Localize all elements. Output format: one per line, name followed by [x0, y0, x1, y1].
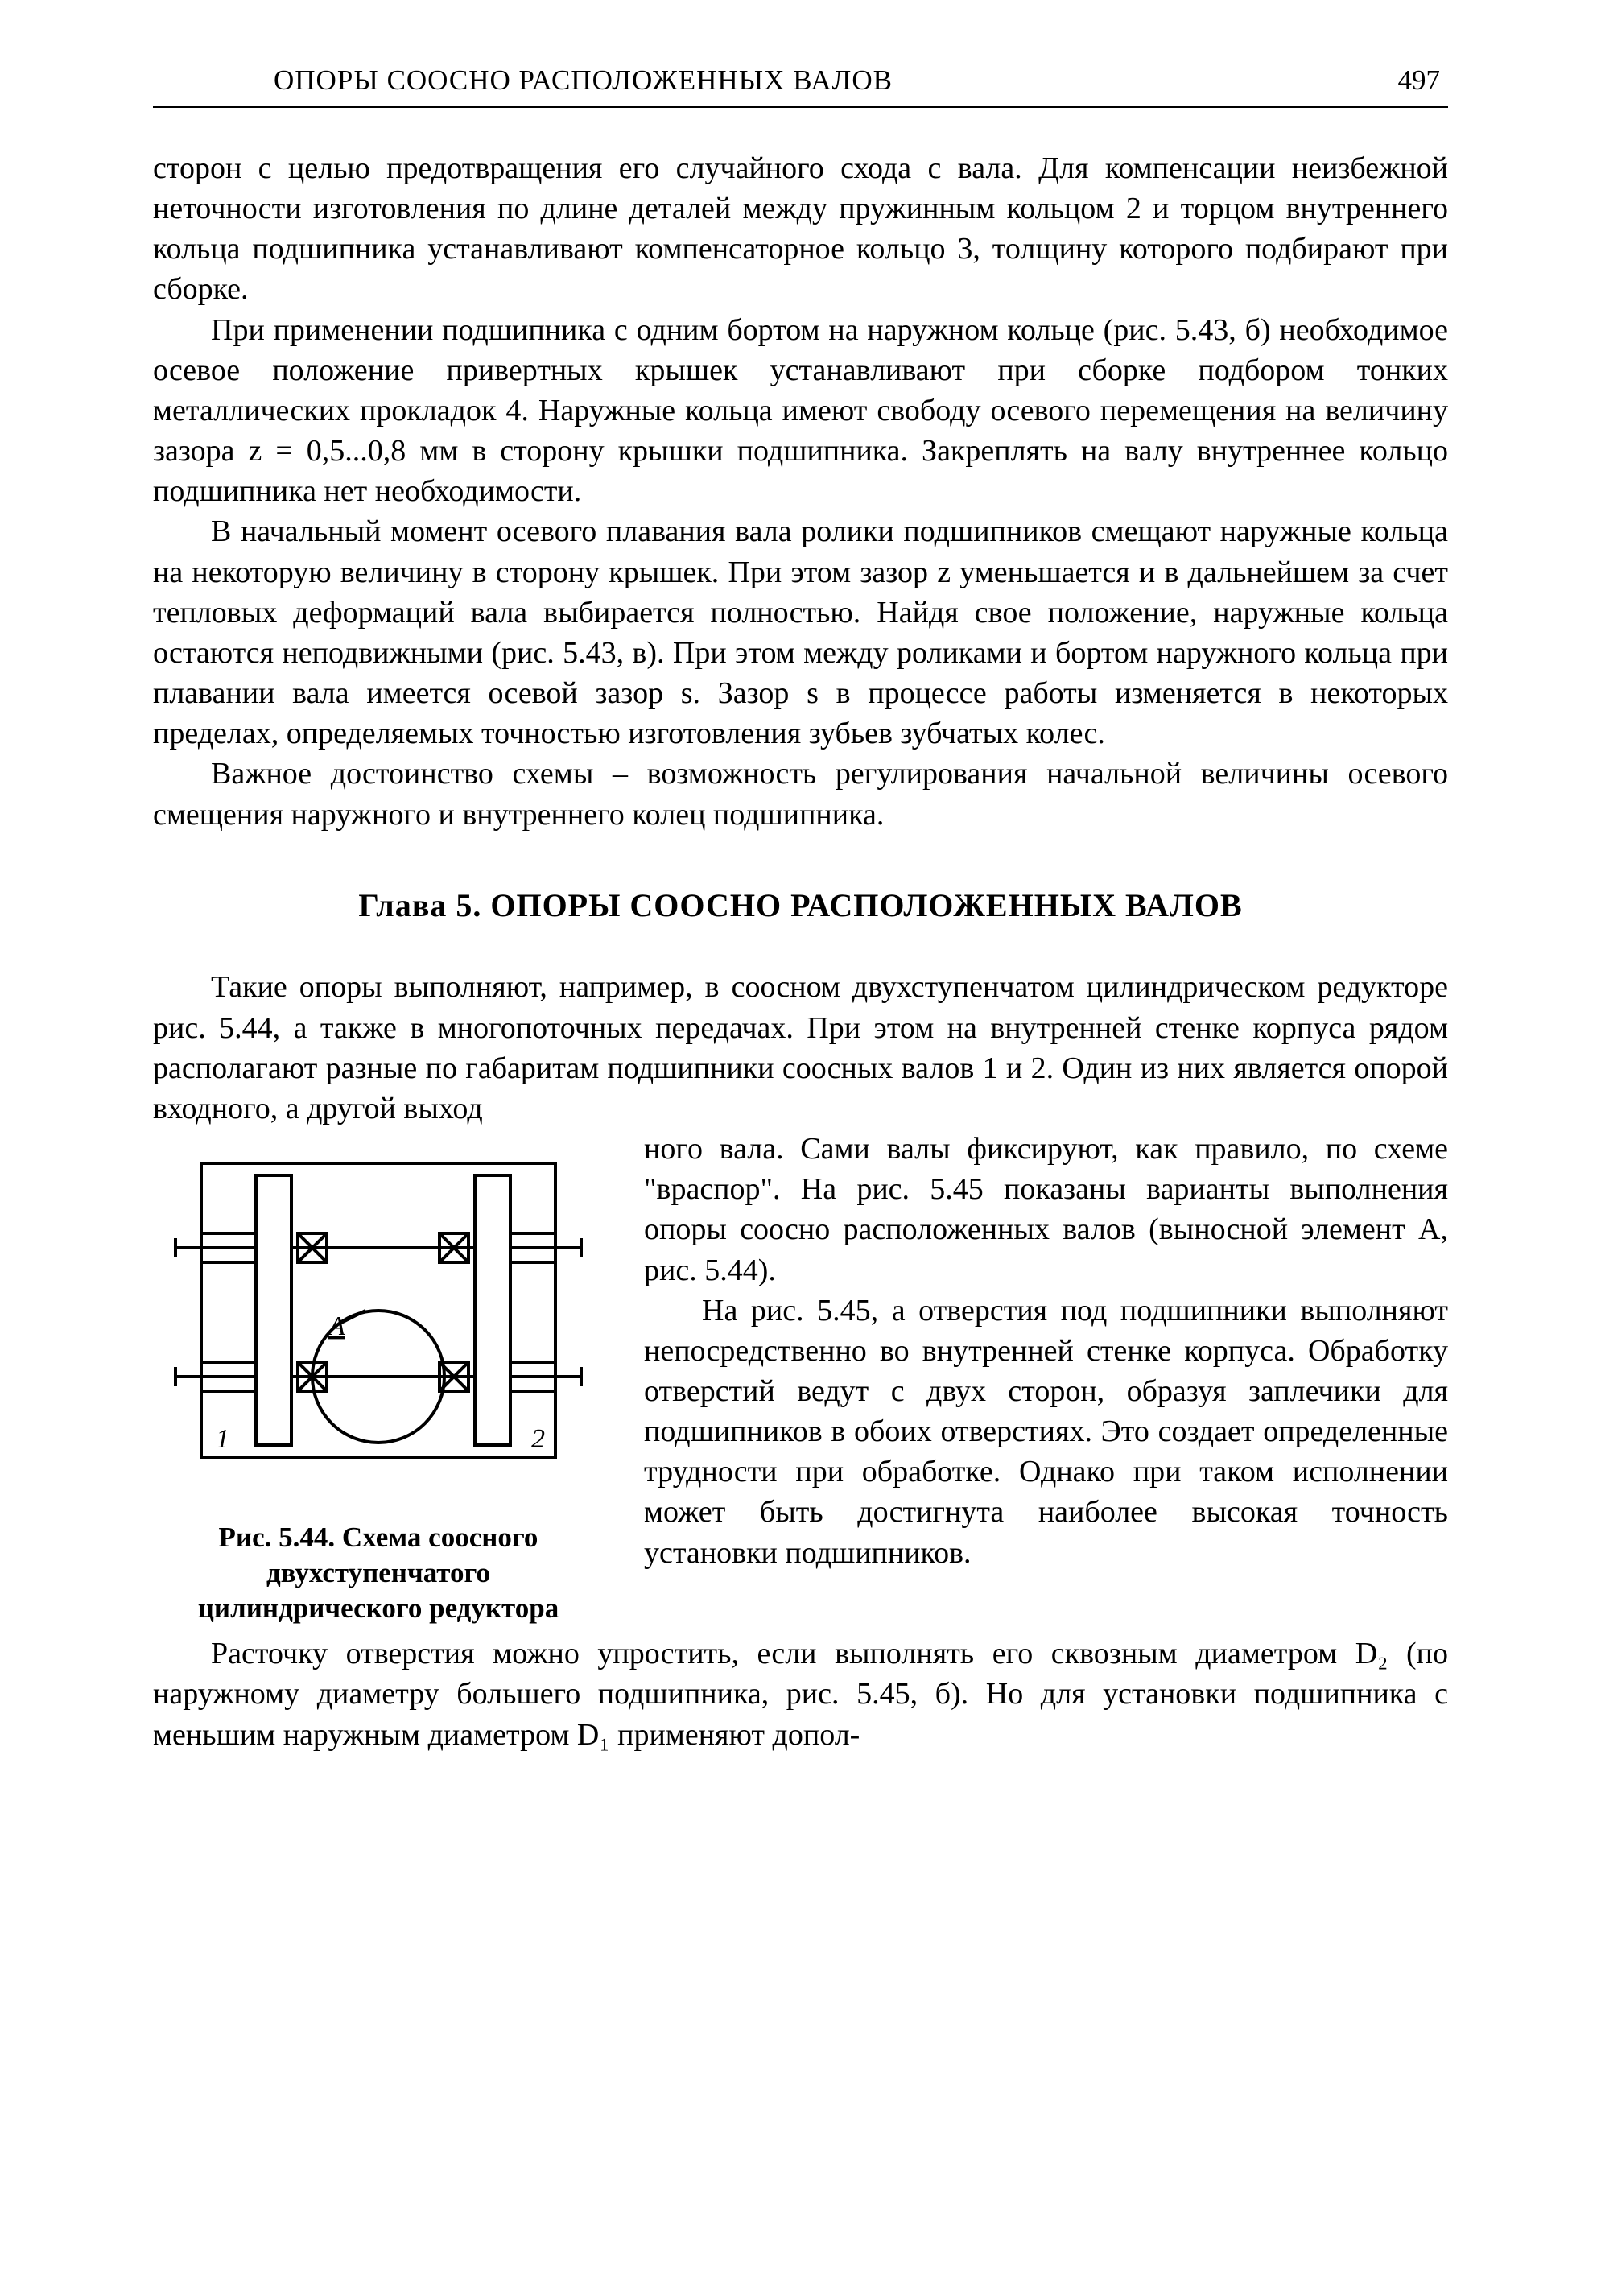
paragraph-2: При применении подшипника с одним бортом… [153, 310, 1448, 512]
page-header: ОПОРЫ СООСНО РАСПОЛОЖЕННЫХ ВАЛОВ 497 [153, 64, 1448, 108]
paragraph-1: сторон с целью предотвращения его случай… [153, 148, 1448, 310]
figure-wrap-block: А 1 2 Рис. 5.44. Схема соосного двухступ… [153, 1129, 1448, 1633]
chapter-heading: Глава 5. ОПОРЫ СООСНО РАСПОЛОЖЕННЫХ ВАЛО… [153, 885, 1448, 927]
paragraph-4: Важное достоинство схемы – возможность р… [153, 754, 1448, 834]
figure-caption: Рис. 5.44. Схема соосного двухступенчато… [153, 1520, 604, 1625]
page-number: 497 [1398, 64, 1441, 97]
reducer-diagram-icon: А 1 2 [169, 1143, 588, 1497]
paragraph-3: В начальный момент осевого плавания вала… [153, 511, 1448, 754]
figure-label-A: А [327, 1311, 345, 1341]
body-text: сторон с целью предотвращения его случай… [153, 148, 1448, 1755]
paragraph-7: Расточку отверстия можно упростить, если… [153, 1633, 1448, 1754]
header-title: ОПОРЫ СООСНО РАСПОЛОЖЕННЫХ ВАЛОВ [274, 64, 893, 97]
figure-5-44: А 1 2 Рис. 5.44. Схема соосного двухступ… [153, 1143, 604, 1625]
paragraph-5: Такие опоры выполняют, например, в соосн… [153, 967, 1448, 1129]
figure-label-1: 1 [216, 1424, 229, 1454]
figure-label-2: 2 [531, 1424, 545, 1454]
